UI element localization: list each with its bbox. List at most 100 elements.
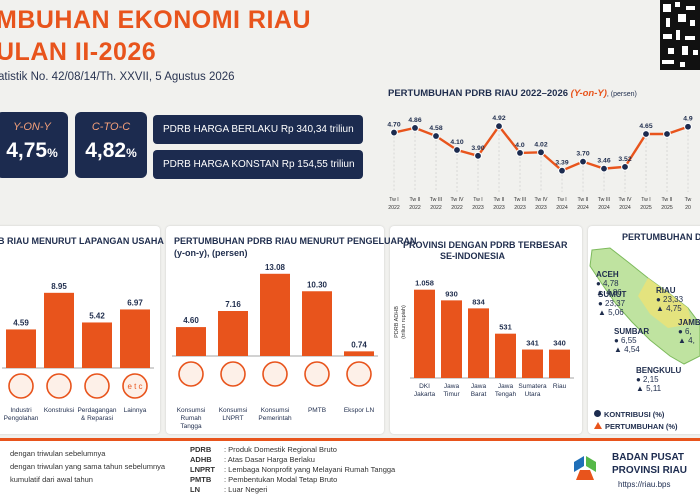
data-label: 4.10 (450, 139, 463, 146)
qr-code-icon[interactable] (660, 0, 700, 70)
region-pertumbuhan: ▲ 4,54 (614, 345, 640, 354)
abbreviation-item: ADHB: Atas Dasar Harga Berlaku (190, 455, 315, 464)
y-axis-label: PDRB ADHB (394, 306, 400, 338)
legend-pertumbuhan: PERTUMBUHAN (%) (594, 422, 678, 431)
bar (414, 289, 435, 378)
category-icon (122, 373, 148, 399)
category-label: Lainnya (124, 407, 147, 414)
category-label: Barat (471, 391, 487, 398)
bar-value-label: 340 (553, 339, 566, 348)
x-tick-year: 2022 (388, 205, 400, 211)
region-kontribusi: ● 2,15 (636, 375, 659, 384)
map-region-sumbar: SUMBAR ● 6,55 ▲ 4,54 (614, 327, 649, 354)
bar-value-label: 8.95 (51, 282, 67, 291)
bar-value-label: 4.60 (183, 316, 199, 325)
category-label: Jawa (444, 383, 460, 390)
category-label: Perdagangan (77, 407, 116, 414)
data-label: 4.86 (408, 117, 421, 124)
data-label: 4.0 (515, 142, 525, 149)
data-point (579, 157, 587, 166)
category-label: Jawa (471, 383, 487, 390)
data-point (390, 128, 398, 137)
bps-province: PROVINSI RIAU (612, 465, 688, 476)
region-name: SUMUT (598, 290, 627, 299)
x-tick-year: 20 (685, 205, 691, 211)
yoy-kpi-card: Y-ON-Y 4,75% (0, 112, 68, 178)
data-point (684, 122, 692, 131)
bar (260, 273, 290, 356)
yoy-unit: % (47, 146, 58, 160)
region-kontribusi: ● 23,33 (656, 295, 684, 304)
category-label: LNPRT (222, 415, 243, 422)
bps-url[interactable]: https://riau.bps (618, 480, 671, 489)
x-tick-year: 2023 (535, 205, 547, 211)
yoy-label: Y-ON-Y (13, 121, 51, 133)
category-icon (346, 361, 372, 387)
x-tick-label: Tw II (494, 197, 505, 203)
data-point (432, 132, 440, 140)
region-pertumbuhan: ▲ 5,06 (598, 308, 624, 317)
category-label: Utara (525, 391, 541, 398)
x-tick-year: 2024 (577, 205, 589, 211)
x-tick-label: Tw IV (535, 197, 549, 203)
data-label: 4.92 (492, 115, 505, 122)
category-icon (262, 361, 288, 387)
etc-icon: e t c (127, 382, 142, 391)
region-kontribusi: ● 6, (678, 327, 692, 336)
bps-name: BADAN PUSAT (612, 452, 685, 463)
x-tick-label: Tw IV (451, 197, 465, 203)
bar (441, 300, 462, 378)
bar (468, 308, 489, 378)
sumatra-map (589, 247, 700, 365)
category-label: Jakarta (414, 391, 436, 398)
region-kontribusi: ● 4,78 (596, 279, 619, 288)
category-label: Konsumsi (261, 407, 290, 414)
bar-value-label: 4.59 (13, 318, 29, 327)
page-title-line1: MBUHAN EKONOMI RIAU (0, 6, 312, 34)
x-tick-year: 2024 (619, 205, 631, 211)
x-tick-label: Tw III (430, 197, 442, 203)
region-name: BENGKULU (636, 366, 682, 375)
data-label: 4.58 (429, 125, 442, 132)
pengeluaran-subtitle: (y-on-y), (persen) (174, 248, 248, 258)
x-tick-year: 2023 (493, 205, 505, 211)
x-tick-year: 2023 (514, 205, 526, 211)
footer (0, 438, 700, 500)
line-chart: 4.70 Tw I 2022 4.86 Tw II 2022 4.58 Tw III 2022 4… (387, 115, 693, 211)
data-point (516, 149, 524, 157)
bar-value-label: 13.08 (265, 263, 286, 272)
region-name: JAMB (678, 318, 700, 327)
data-label: 3.70 (576, 151, 589, 158)
category-icon (46, 373, 72, 399)
data-point (642, 130, 650, 138)
pdrb-konstan-box: PDRB HARGA KONSTAN Rp 154,55 triliun (153, 150, 363, 179)
data-point (663, 130, 671, 138)
data-point (621, 162, 629, 171)
category-label: Timur (443, 391, 460, 398)
ctoc-kpi-card: C-TO-C 4,82% (75, 112, 147, 178)
data-point (537, 148, 545, 157)
bar (549, 349, 570, 378)
category-label: Sumatera (518, 383, 547, 390)
category-icon (220, 361, 246, 387)
line-chart-title: PERTUMBUHAN PDRB RIAU 2022–2026 (Y-on-Y)… (388, 88, 637, 99)
category-icon (178, 361, 204, 387)
lapangan-usaha-title: B RIAU MENURUT LAPANGAN USAHA (0, 236, 164, 246)
x-tick-year: 2024 (556, 205, 568, 211)
legend-kontribusi: KONTRIBUSI (%) (594, 410, 664, 419)
category-label: Jawa (498, 383, 514, 390)
bar-value-label: 834 (472, 297, 485, 306)
provinsi-bar-chart: 1.058DKIJakarta930JawaTimur834JawaBarat5… (394, 279, 574, 398)
bar (218, 310, 248, 356)
category-label: PMTB (308, 407, 326, 414)
x-tick-label: Tw III (598, 197, 610, 203)
x-tick-year: 2025 (640, 205, 652, 211)
bar-value-label: 341 (526, 339, 539, 348)
footer-note-ctoc: kumulatif dari awal tahun (10, 475, 93, 484)
provinsi-title-line1: PROVINSI DENGAN PDRB TERBESAR (403, 240, 568, 250)
data-label: 4.70 (387, 122, 400, 129)
provinsi-title-line2: SE-INDONESIA (440, 251, 506, 261)
bar-value-label: 10.30 (307, 280, 328, 289)
yoy-value: 4,75 (6, 139, 48, 162)
